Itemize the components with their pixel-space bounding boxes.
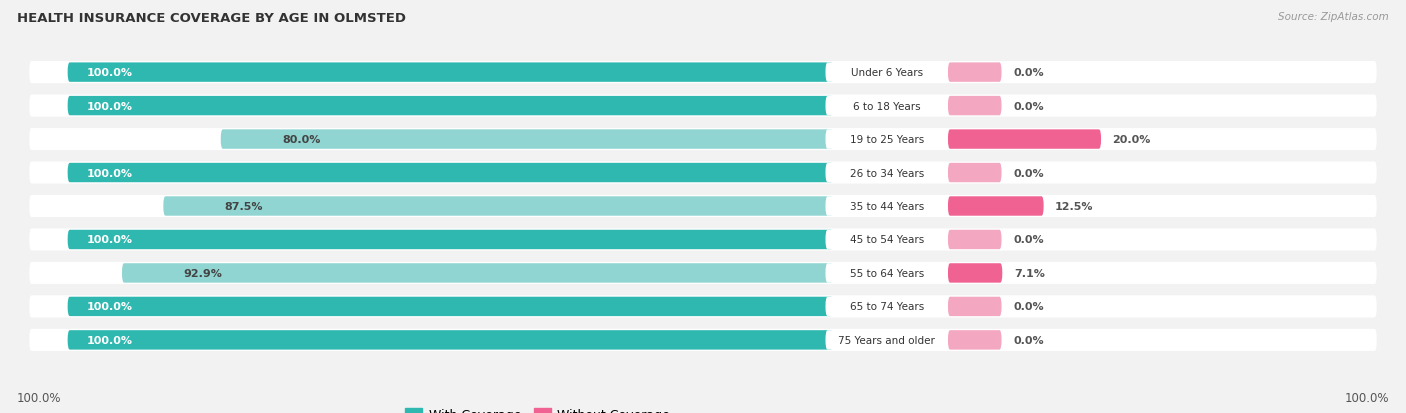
- FancyBboxPatch shape: [30, 95, 1376, 117]
- FancyBboxPatch shape: [67, 97, 834, 116]
- FancyBboxPatch shape: [122, 263, 834, 283]
- FancyBboxPatch shape: [30, 329, 1376, 351]
- FancyBboxPatch shape: [30, 62, 1376, 84]
- FancyBboxPatch shape: [825, 297, 948, 316]
- FancyBboxPatch shape: [67, 330, 834, 350]
- Text: 100.0%: 100.0%: [87, 301, 132, 312]
- Text: 55 to 64 Years: 55 to 64 Years: [849, 268, 924, 278]
- FancyBboxPatch shape: [67, 63, 834, 83]
- Text: 0.0%: 0.0%: [1012, 68, 1043, 78]
- FancyBboxPatch shape: [825, 97, 948, 116]
- Text: 75 Years and older: 75 Years and older: [838, 335, 935, 345]
- FancyBboxPatch shape: [30, 296, 1376, 318]
- Text: 100.0%: 100.0%: [87, 235, 132, 245]
- Text: 0.0%: 0.0%: [1012, 301, 1043, 312]
- Legend: With Coverage, Without Coverage: With Coverage, Without Coverage: [399, 404, 675, 413]
- FancyBboxPatch shape: [30, 262, 1376, 284]
- Text: HEALTH INSURANCE COVERAGE BY AGE IN OLMSTED: HEALTH INSURANCE COVERAGE BY AGE IN OLMS…: [17, 12, 406, 25]
- FancyBboxPatch shape: [948, 63, 1001, 83]
- Text: 45 to 54 Years: 45 to 54 Years: [849, 235, 924, 245]
- FancyBboxPatch shape: [825, 130, 948, 150]
- FancyBboxPatch shape: [67, 297, 834, 316]
- Text: Under 6 Years: Under 6 Years: [851, 68, 922, 78]
- Text: 19 to 25 Years: 19 to 25 Years: [849, 135, 924, 145]
- Text: 0.0%: 0.0%: [1012, 335, 1043, 345]
- Text: 65 to 74 Years: 65 to 74 Years: [849, 301, 924, 312]
- FancyBboxPatch shape: [948, 130, 1101, 150]
- Text: 100.0%: 100.0%: [1344, 391, 1389, 404]
- Text: 26 to 34 Years: 26 to 34 Years: [849, 168, 924, 178]
- Text: Source: ZipAtlas.com: Source: ZipAtlas.com: [1278, 12, 1389, 22]
- FancyBboxPatch shape: [825, 197, 948, 216]
- Text: 7.1%: 7.1%: [1014, 268, 1045, 278]
- FancyBboxPatch shape: [948, 263, 1002, 283]
- FancyBboxPatch shape: [163, 197, 834, 216]
- Text: 87.5%: 87.5%: [225, 202, 263, 211]
- FancyBboxPatch shape: [67, 164, 834, 183]
- Text: 100.0%: 100.0%: [87, 101, 132, 112]
- Text: 35 to 44 Years: 35 to 44 Years: [849, 202, 924, 211]
- FancyBboxPatch shape: [30, 129, 1376, 151]
- FancyBboxPatch shape: [948, 164, 1001, 183]
- Text: 0.0%: 0.0%: [1012, 235, 1043, 245]
- Text: 80.0%: 80.0%: [283, 135, 321, 145]
- Text: 100.0%: 100.0%: [87, 335, 132, 345]
- FancyBboxPatch shape: [825, 164, 948, 183]
- Text: 0.0%: 0.0%: [1012, 101, 1043, 112]
- FancyBboxPatch shape: [948, 97, 1001, 116]
- FancyBboxPatch shape: [948, 297, 1001, 316]
- Text: 92.9%: 92.9%: [183, 268, 222, 278]
- FancyBboxPatch shape: [948, 197, 1043, 216]
- FancyBboxPatch shape: [30, 195, 1376, 218]
- FancyBboxPatch shape: [30, 229, 1376, 251]
- FancyBboxPatch shape: [948, 330, 1001, 350]
- Text: 20.0%: 20.0%: [1112, 135, 1152, 145]
- FancyBboxPatch shape: [825, 263, 948, 283]
- FancyBboxPatch shape: [825, 230, 948, 249]
- FancyBboxPatch shape: [825, 330, 948, 350]
- Text: 100.0%: 100.0%: [87, 68, 132, 78]
- FancyBboxPatch shape: [221, 130, 834, 150]
- FancyBboxPatch shape: [825, 63, 948, 83]
- FancyBboxPatch shape: [948, 230, 1001, 249]
- Text: 100.0%: 100.0%: [87, 168, 132, 178]
- Text: 0.0%: 0.0%: [1012, 168, 1043, 178]
- Text: 6 to 18 Years: 6 to 18 Years: [853, 101, 921, 112]
- Text: 100.0%: 100.0%: [17, 391, 62, 404]
- FancyBboxPatch shape: [67, 230, 834, 249]
- FancyBboxPatch shape: [30, 162, 1376, 184]
- Text: 12.5%: 12.5%: [1054, 202, 1094, 211]
